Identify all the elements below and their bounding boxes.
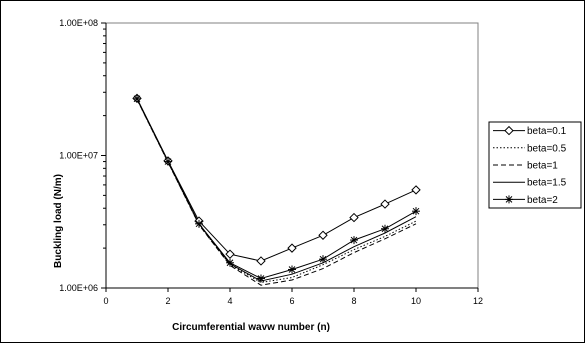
star-stroke	[412, 207, 420, 215]
legend-label: beta=1	[527, 161, 558, 172]
data-point	[381, 224, 389, 233]
data-point	[319, 255, 327, 264]
series-line-beta-1-5	[136, 98, 417, 282]
data-point	[350, 236, 358, 245]
star-stroke	[257, 275, 265, 282]
data-point	[288, 265, 296, 274]
star-stroke	[226, 259, 234, 267]
x-tick-label: 4	[227, 296, 232, 306]
star-stroke	[164, 158, 172, 165]
data-point	[226, 258, 234, 267]
axes-group	[101, 22, 479, 292]
x-tick-label: 0	[103, 296, 108, 306]
legend: beta=0.1 beta=0.5 beta=1 beta=1.5 beta=2	[488, 121, 582, 209]
series-line-beta-2	[136, 98, 417, 280]
legend-label: beta=0.5	[527, 143, 567, 154]
data-point	[164, 157, 172, 166]
x-tick-label: 8	[351, 296, 356, 306]
data-point	[411, 185, 421, 195]
series-line-beta-1	[136, 99, 417, 286]
legend-marker	[504, 125, 514, 136]
series-line-beta-0-5	[136, 99, 417, 284]
series-line-beta-0-1	[136, 98, 417, 262]
y-tick-label: 1.00E+08	[59, 18, 98, 28]
y-tick-label: 1.00E+07	[59, 151, 98, 161]
x-tick-label: 10	[411, 296, 421, 306]
data-point	[287, 243, 297, 253]
x-tick-label: 6	[289, 296, 294, 306]
data-point	[257, 274, 265, 283]
star-stroke	[319, 255, 327, 263]
tick-labels-group: 0 2 4 6 8 10 12 1.00E+06 1.00E+07 1.00E+08	[59, 18, 483, 306]
y-axis-title: Buckling load (N/m)	[53, 174, 64, 268]
data-point	[318, 230, 328, 240]
data-point	[195, 219, 203, 228]
data-point	[256, 256, 266, 266]
star-stroke	[288, 266, 296, 273]
x-tick-label: 2	[165, 296, 170, 306]
star-stroke	[381, 225, 389, 233]
legend-label: beta=2	[527, 195, 558, 206]
star-stroke	[505, 196, 513, 203]
data-point	[133, 94, 141, 103]
markers-group	[132, 93, 421, 283]
legend-label: beta=1.5	[527, 178, 567, 189]
star-stroke	[195, 220, 203, 228]
star-stroke	[133, 95, 141, 103]
data-point	[412, 207, 420, 216]
data-point	[225, 249, 235, 259]
x-tick-label: 12	[473, 296, 483, 306]
star-stroke	[350, 236, 358, 244]
x-axis-title: Circumferential wavw number (n)	[172, 322, 330, 333]
y-tick-label: 1.00E+06	[59, 283, 98, 293]
legend-label: beta=0.1	[527, 126, 567, 137]
data-point	[349, 212, 359, 223]
series-group	[136, 98, 417, 286]
data-point	[380, 199, 390, 209]
legend-marker	[505, 195, 513, 204]
